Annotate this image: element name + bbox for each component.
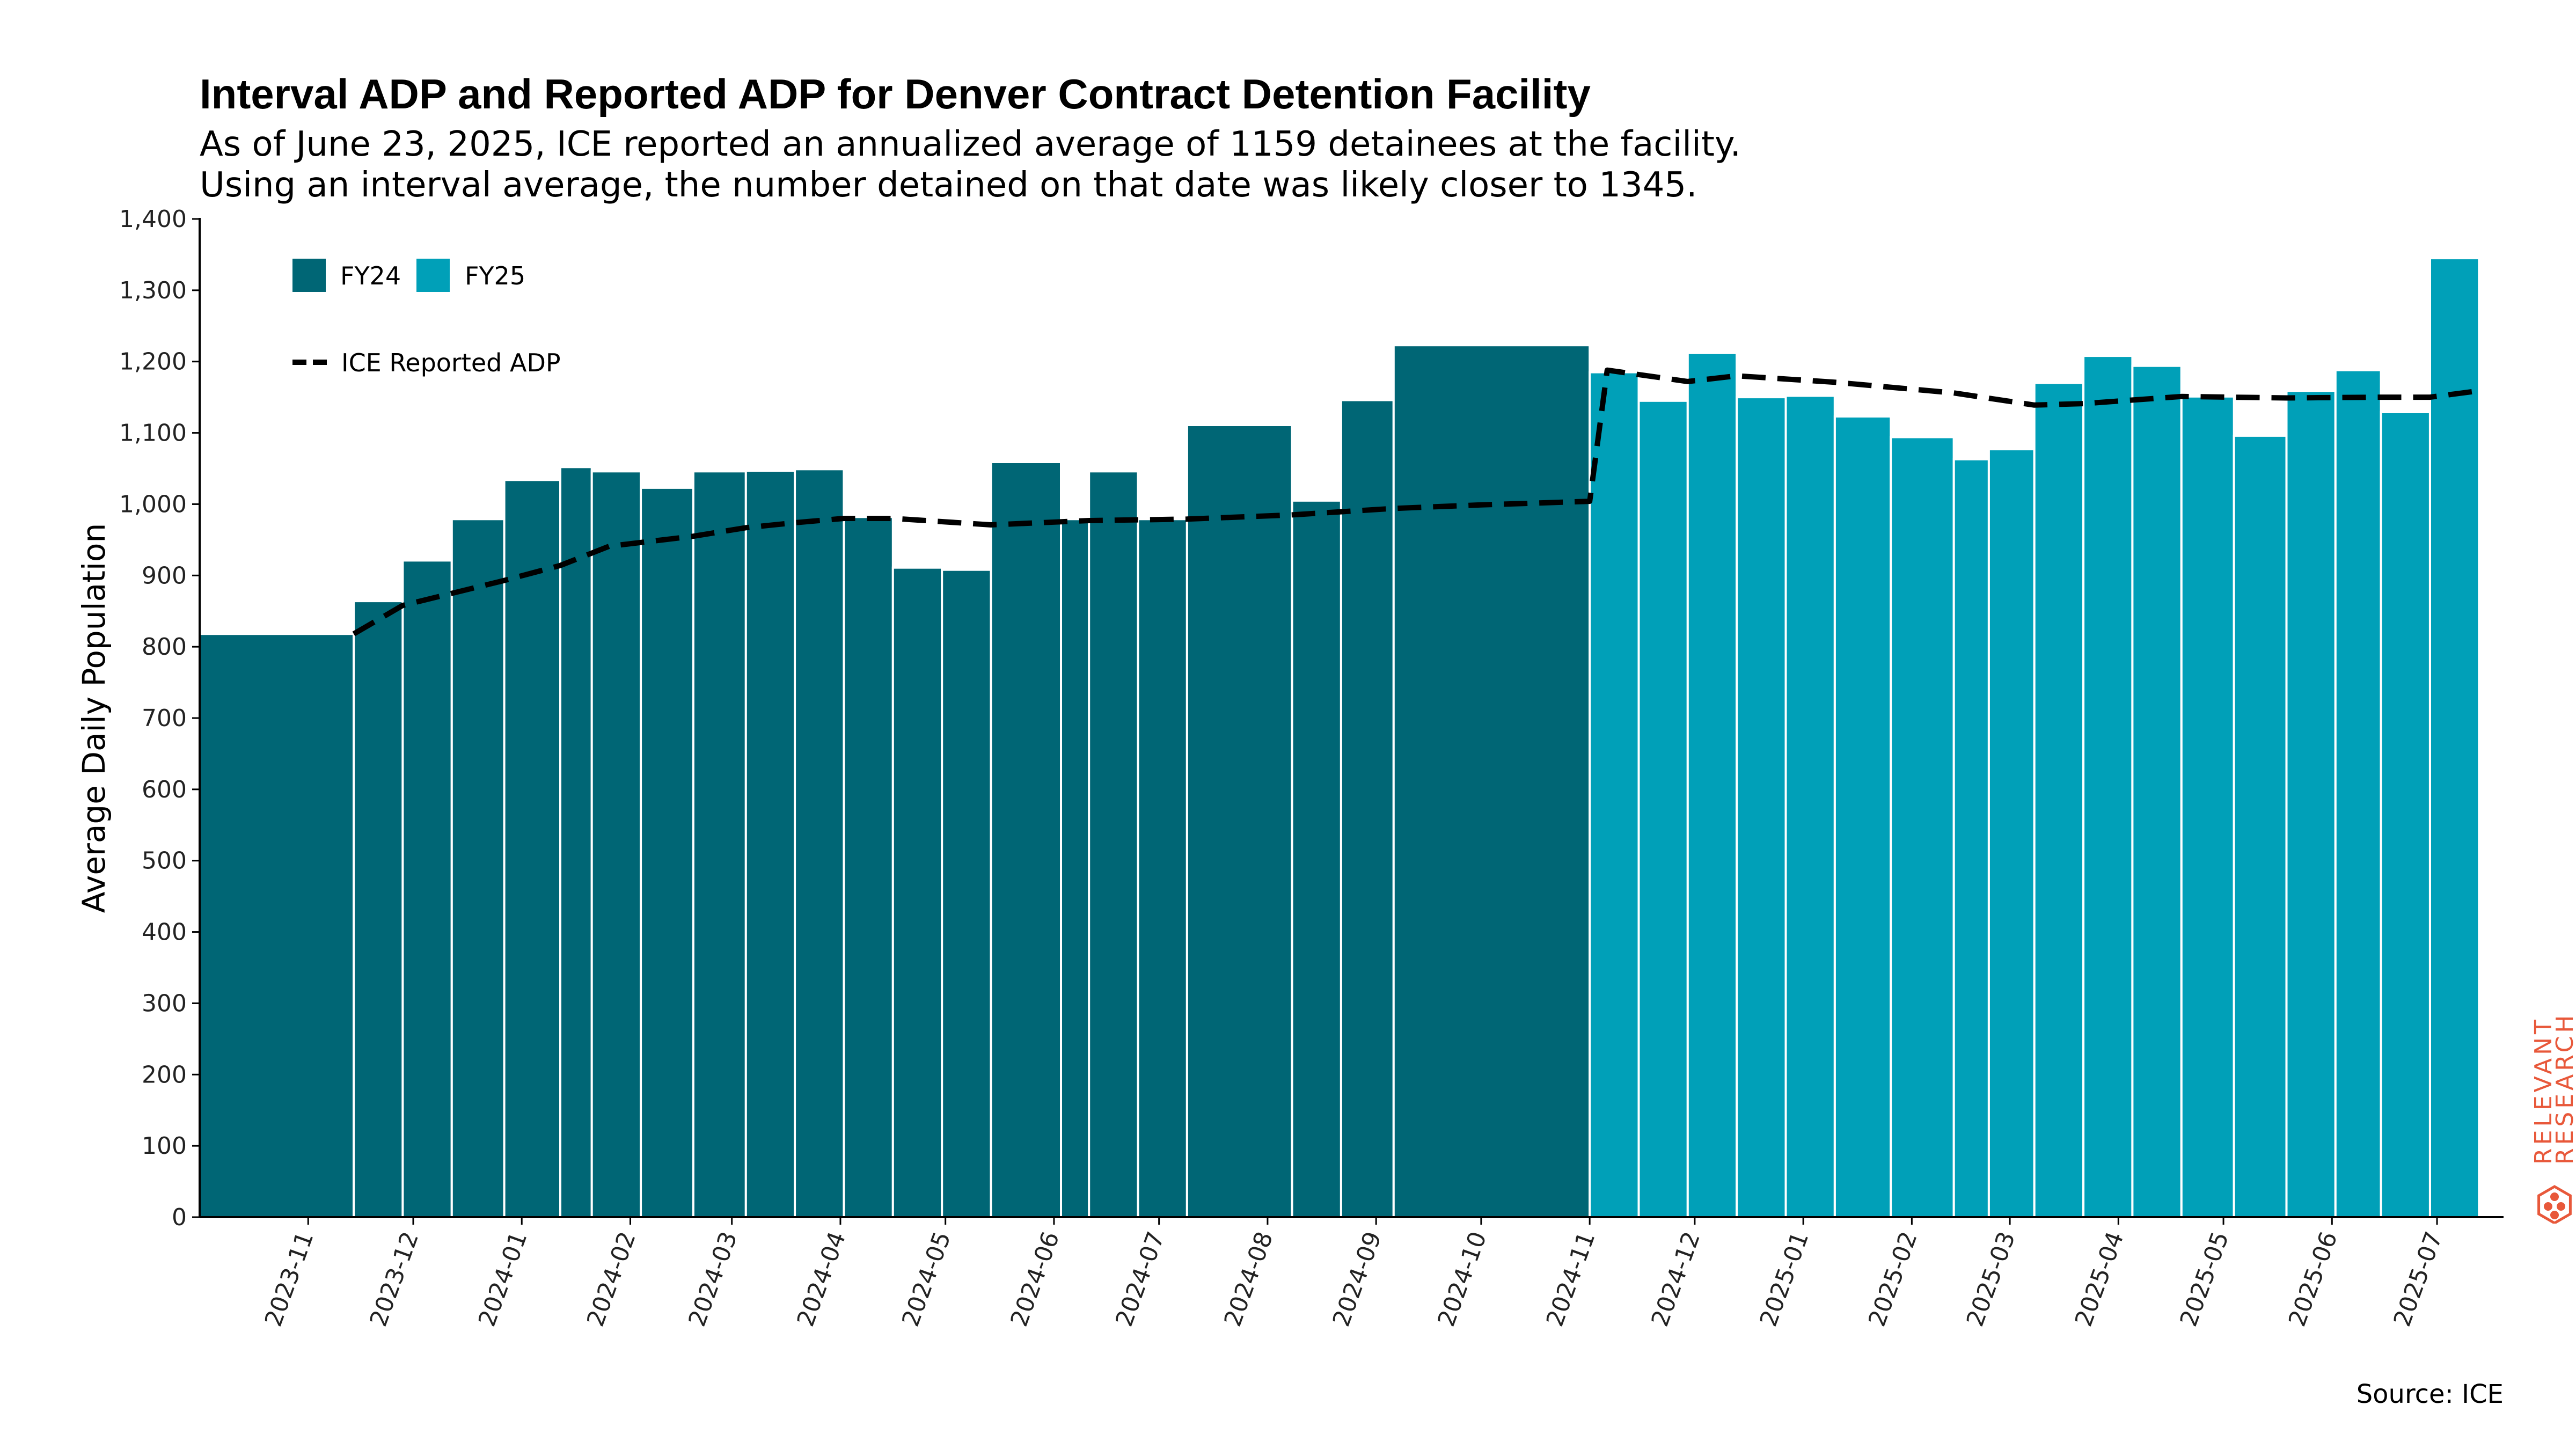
bar-fy25-29	[1952, 458, 1990, 1219]
bar-fy24-9	[744, 470, 796, 1218]
brand-dot	[2557, 1202, 2565, 1211]
ice-reported-adp-line	[352, 367, 2479, 636]
x-tick-label: 2024-02	[582, 1228, 641, 1330]
bar-fy24-12	[891, 566, 943, 1218]
y-tick-label: 400	[142, 919, 187, 946]
bar-fy25-23	[1637, 399, 1689, 1218]
x-tick-label: 2025-01	[1755, 1228, 1814, 1330]
bar-fy25-34	[2180, 395, 2235, 1218]
bar-fy25-24	[1686, 352, 1738, 1218]
bar-fy24-8	[692, 470, 747, 1218]
x-tick-label: 2024-09	[1328, 1228, 1387, 1330]
brand-wordmark-line-1: RELEVANT	[2533, 1016, 2557, 1165]
x-tick-label: 2024-12	[1646, 1228, 1706, 1330]
x-tick-label: 2024-06	[1005, 1228, 1065, 1330]
x-tick-label: 2025-03	[1962, 1228, 2021, 1330]
bar-fy25-27	[1833, 415, 1892, 1218]
x-tick-label: 2024-11	[1541, 1228, 1601, 1330]
legend-label-line: ICE Reported ADP	[341, 348, 561, 377]
y-tick-label: 1,100	[119, 420, 187, 447]
legend-label-fy24: FY24	[340, 261, 401, 290]
x-tick-label: 2024-07	[1110, 1228, 1170, 1330]
y-tick-label: 800	[142, 633, 187, 661]
bar-fy24-2	[401, 559, 453, 1218]
bar-fy24-13	[941, 568, 992, 1218]
bar-fy24-4	[503, 479, 561, 1218]
y-tick-label: 0	[172, 1204, 187, 1231]
x-tick-label: 2024-05	[897, 1228, 956, 1330]
brand-dot	[2550, 1192, 2559, 1201]
y-tick-label: 1,400	[119, 206, 187, 233]
chart-subtitle-line-2: Using an interval average, the number de…	[200, 165, 1697, 205]
bar-fy25-35	[2233, 434, 2288, 1218]
bar-fy25-28	[1890, 436, 1955, 1218]
bar-fy24-0	[199, 633, 355, 1218]
bar-fy25-38	[2380, 411, 2431, 1218]
bar-fy25-36	[2285, 390, 2337, 1219]
legend: FY24 FY25 ICE Reported ADP	[292, 259, 561, 377]
bar-fy25-26	[1784, 394, 1836, 1218]
y-tick-label: 1,000	[119, 491, 187, 518]
bar-fy24-6	[590, 470, 642, 1218]
bar-fy24-14	[990, 461, 1062, 1218]
y-tick-label: 600	[142, 776, 187, 803]
bar-fy24-1	[353, 600, 404, 1218]
bar-fy25-39	[2429, 257, 2480, 1219]
y-tick-label: 900	[142, 562, 187, 589]
bar-fy24-16	[1088, 470, 1139, 1218]
y-tick-label: 200	[142, 1061, 187, 1088]
y-tick-label: 700	[142, 705, 187, 732]
brand-dot	[2544, 1202, 2552, 1211]
legend-swatch-fy25	[416, 259, 450, 292]
y-tick-label: 1,200	[119, 348, 187, 376]
x-tick-label: 2024-01	[473, 1228, 533, 1330]
line-layer	[352, 367, 2479, 636]
bar-fy25-32	[2082, 355, 2134, 1218]
bar-fy24-11	[843, 516, 894, 1218]
x-tick-label: 2025-06	[2284, 1228, 2343, 1330]
bar-fy25-37	[2334, 369, 2382, 1219]
x-tick-label: 2025-05	[2175, 1228, 2235, 1330]
x-tick-label: 2025-07	[2389, 1228, 2448, 1330]
y-tick-label: 500	[142, 847, 187, 875]
x-tick-label: 2023-11	[260, 1228, 319, 1330]
y-tick-label: 100	[142, 1132, 187, 1160]
bar-fy25-25	[1736, 396, 1787, 1218]
source-note: Source: ICE	[2356, 1379, 2504, 1409]
bar-fy24-7	[640, 486, 694, 1218]
brand-hexagon-icon	[2537, 1185, 2572, 1224]
legend-swatch-fy24	[292, 259, 326, 292]
bar-fy24-20	[1340, 399, 1395, 1218]
bar-fy25-33	[2131, 364, 2183, 1219]
x-tick-label: 2024-10	[1432, 1228, 1492, 1330]
bar-fy24-5	[559, 466, 593, 1218]
chart-title: Interval ADP and Reported ADP for Denver…	[200, 70, 1591, 118]
brand-dot	[2550, 1211, 2559, 1219]
chart-subtitle-line-1: As of June 23, 2025, ICE reported an ann…	[200, 125, 1741, 164]
bar-fy24-18	[1185, 424, 1293, 1218]
bar-fy24-21	[1392, 344, 1591, 1219]
bar-fy24-15	[1060, 518, 1091, 1218]
bar-fy24-19	[1291, 499, 1342, 1218]
x-tick-label: 2024-08	[1219, 1228, 1278, 1330]
bar-fy25-22	[1589, 371, 1640, 1218]
y-tick-label: 1,300	[119, 277, 187, 304]
y-axis-title: Average Daily Population	[76, 523, 112, 913]
bar-fy25-30	[1987, 448, 2036, 1218]
brand-wordmark-line-2: RESEARCH	[2551, 1012, 2576, 1165]
x-tick-label: 2025-02	[1863, 1228, 1923, 1330]
bar-fy24-10	[794, 468, 845, 1218]
x-tick-label: 2023-12	[365, 1228, 425, 1330]
x-tick-label: 2025-04	[2070, 1228, 2129, 1330]
bar-fy24-17	[1137, 518, 1188, 1218]
bar-fy24-3	[450, 518, 506, 1218]
bar-fy25-31	[2033, 382, 2084, 1218]
x-tick-label: 2024-04	[792, 1228, 851, 1330]
x-tick-label: 2024-03	[683, 1228, 743, 1330]
y-tick-label: 300	[142, 990, 187, 1017]
legend-label-fy25: FY25	[465, 261, 525, 290]
